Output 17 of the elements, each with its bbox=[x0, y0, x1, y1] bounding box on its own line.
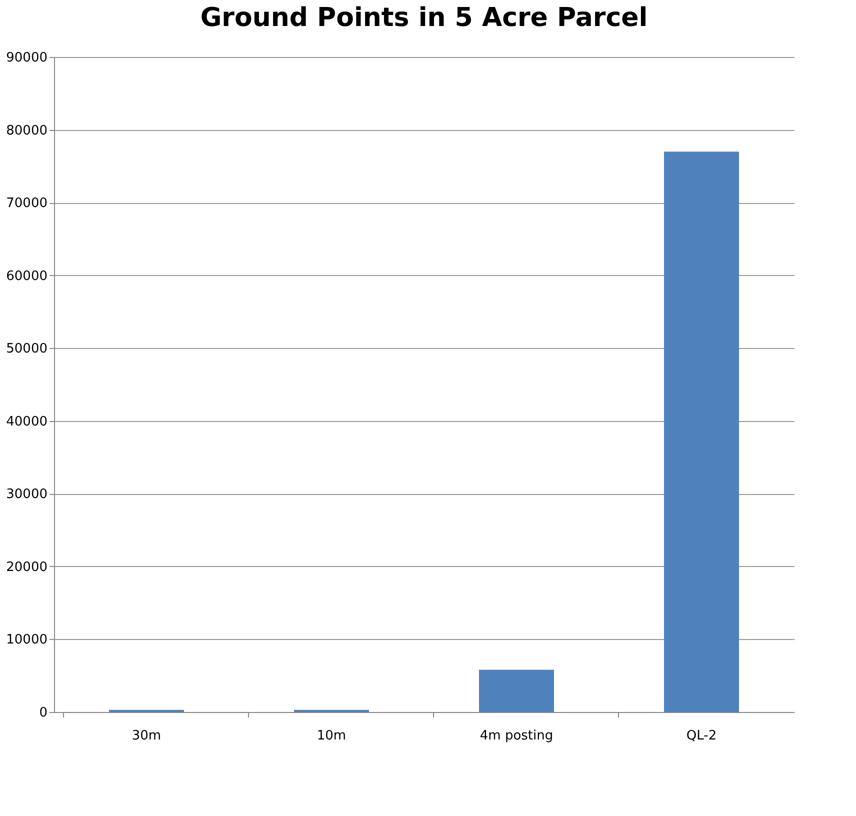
bar bbox=[479, 670, 554, 712]
y-tick-label: 60000 bbox=[6, 268, 48, 284]
x-tick-label: QL-2 bbox=[686, 728, 717, 744]
y-tick-label: 20000 bbox=[6, 560, 48, 575]
y-tick-label: 30000 bbox=[6, 487, 48, 502]
y-tick-label: 0 bbox=[39, 706, 48, 720]
y-tick-label: 50000 bbox=[6, 342, 48, 357]
y-tick-label: 70000 bbox=[6, 196, 48, 212]
x-tick-label: 10m bbox=[316, 728, 346, 744]
y-tick-label: 10000 bbox=[6, 632, 48, 648]
x-tick-label: 4m posting bbox=[480, 728, 554, 744]
y-tick-label: 80000 bbox=[6, 123, 48, 138]
x-tick-label: 30m bbox=[132, 728, 162, 744]
y-tick-label: 40000 bbox=[6, 414, 48, 430]
bar bbox=[664, 152, 739, 712]
y-tick-label: 90000 bbox=[6, 50, 48, 66]
chart-title: Ground Points in 5 Acre Parcel bbox=[200, 3, 648, 33]
